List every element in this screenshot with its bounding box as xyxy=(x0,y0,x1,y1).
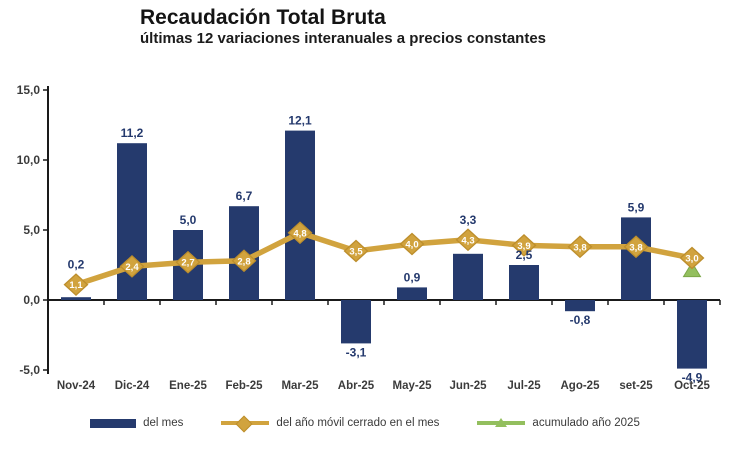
bar-set-25 xyxy=(621,217,651,300)
legend-item-del-mes: del mes xyxy=(90,417,183,429)
y-axis-tick-label: 5,0 xyxy=(23,223,40,237)
line-series-swatch xyxy=(221,415,270,433)
diamond-marker-icon xyxy=(235,415,253,433)
x-axis-category-label: Abr-25 xyxy=(338,380,375,392)
line-value-label: 4,3 xyxy=(461,235,474,246)
legend-label: acumulado año 2025 xyxy=(532,417,640,429)
bar-value-label: -3,1 xyxy=(346,345,367,359)
y-axis-tick-label: 10,0 xyxy=(17,153,41,167)
diamond-marker-Abr-25 xyxy=(343,239,369,263)
diamond-marker-Ene-25 xyxy=(175,250,201,274)
moving-average-line xyxy=(73,230,695,288)
diamond-marker-set-25 xyxy=(623,235,649,259)
bar-value-label: 12,1 xyxy=(288,114,312,128)
bar-Jun-25 xyxy=(453,253,483,300)
x-axis-category-label: Ago-25 xyxy=(561,380,601,392)
x-axis-category-label: Jun-25 xyxy=(449,380,487,392)
bar-May-25 xyxy=(397,287,427,300)
x-axis-category-label: Ene-25 xyxy=(169,380,207,392)
x-axis-category-label: Feb-25 xyxy=(225,380,263,392)
line-value-label: 3,0 xyxy=(685,254,698,265)
legend-label: del mes xyxy=(143,417,184,429)
chart-legend: del mes del año móvil cerrado en el mes … xyxy=(0,415,730,433)
bar-value-label: 6,7 xyxy=(236,189,253,203)
chart-header: Recaudación Total Bruta últimas 12 varia… xyxy=(140,6,546,48)
bar-value-label: 0,2 xyxy=(68,258,85,272)
bar-value-label: 0,9 xyxy=(404,270,421,284)
bar-Jul-25 xyxy=(509,265,539,300)
line-value-label: 2,7 xyxy=(181,258,194,269)
chart-title: Recaudación Total Bruta xyxy=(140,6,386,29)
legend-label: del año móvil cerrado en el mes xyxy=(276,417,440,429)
bar-value-label: -4,9 xyxy=(682,371,703,385)
line-value-label: 1,1 xyxy=(69,280,83,291)
line-value-label: 3,9 xyxy=(517,241,530,252)
line-value-label: 2,4 xyxy=(125,262,139,273)
diamond-marker-Nov-24 xyxy=(63,273,89,296)
chart-subtitle: últimas 12 variaciones interanuales a pr… xyxy=(140,30,547,48)
diamond-marker-Dic-24 xyxy=(119,255,145,278)
bar-Ago-25 xyxy=(565,300,595,312)
diamond-marker-Jun-25 xyxy=(455,228,481,252)
line-value-label: 2,8 xyxy=(237,256,250,267)
y-axis-tick-label: -5,0 xyxy=(19,363,40,377)
x-axis-category-label: Dic-24 xyxy=(115,380,150,392)
point-series-swatch xyxy=(477,416,526,430)
x-axis-category-label: May-25 xyxy=(393,380,433,392)
y-axis-tick-label: 15,0 xyxy=(17,83,41,97)
diamond-marker-May-25 xyxy=(399,232,425,256)
bar-value-label: 2,5 xyxy=(516,248,533,262)
bar-Mar-25 xyxy=(285,130,315,300)
line-value-label: 3,5 xyxy=(349,247,363,258)
x-axis-category-label: set-25 xyxy=(619,380,653,392)
line-value-label: 3,8 xyxy=(629,242,642,253)
bar-Abr-25 xyxy=(341,300,371,344)
bar-value-label: 3,3 xyxy=(460,213,477,227)
bar-Nov-24 xyxy=(61,297,91,300)
bar-value-label: -0,8 xyxy=(570,313,591,327)
bar-Oct-25 xyxy=(677,300,707,369)
accumulated-year-marker xyxy=(682,261,702,278)
bar-value-label: 5,9 xyxy=(628,200,645,214)
legend-item-acumulado: acumulado año 2025 xyxy=(477,416,640,430)
x-axis-category-label: Nov-24 xyxy=(57,380,96,392)
x-axis-category-label: Oct-25 xyxy=(674,380,710,392)
triangle-marker-icon xyxy=(495,418,508,427)
diamond-marker-Mar-25 xyxy=(287,221,313,245)
diamond-marker-Feb-25 xyxy=(231,249,257,273)
x-axis-category-label: Mar-25 xyxy=(281,380,319,392)
legend-item-anio-movil: del año móvil cerrado en el mes xyxy=(221,415,440,433)
diamond-marker-Jul-25 xyxy=(511,234,537,257)
y-axis-tick-label: 0,0 xyxy=(23,293,40,307)
line-value-label: 4,8 xyxy=(293,228,306,239)
diamond-marker-Ago-25 xyxy=(567,235,593,259)
bar-value-label: 5,0 xyxy=(180,213,197,227)
bar-value-label: 11,2 xyxy=(121,126,144,140)
bar-series-swatch xyxy=(90,418,137,428)
line-value-label: 4,0 xyxy=(405,240,418,251)
x-axis-category-label: Jul-25 xyxy=(507,380,541,392)
diamond-marker-Oct-25 xyxy=(679,246,705,270)
line-value-label: 3,8 xyxy=(573,242,586,253)
